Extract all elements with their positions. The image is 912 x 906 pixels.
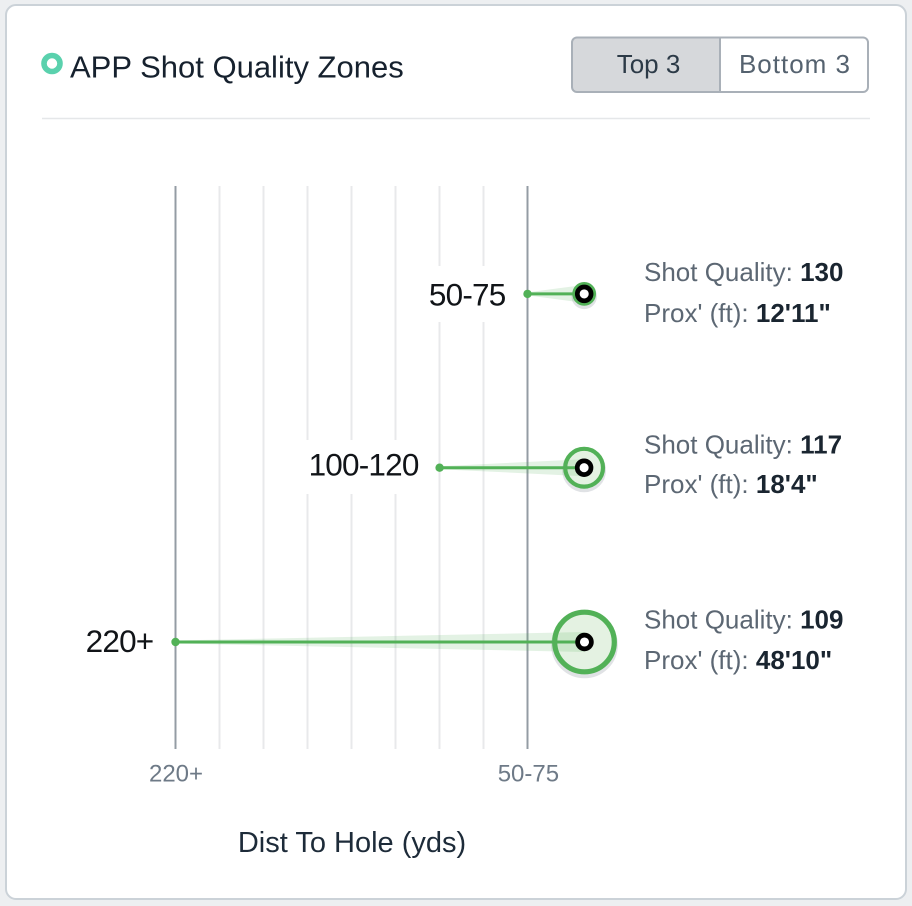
svg-text:APP Shot Quality Zones: APP Shot Quality Zones [70, 50, 404, 85]
svg-text:220+: 220+ [86, 623, 154, 659]
svg-text:Prox' (ft): 18'4": Prox' (ft): 18'4" [644, 469, 818, 499]
svg-text:Shot Quality: 109: Shot Quality: 109 [644, 605, 843, 635]
svg-text:50-75: 50-75 [498, 760, 559, 787]
svg-text:Shot Quality: 117: Shot Quality: 117 [644, 429, 842, 459]
svg-text:Dist To Hole (yds): Dist To Hole (yds) [238, 827, 466, 859]
svg-text:Top 3: Top 3 [617, 49, 681, 79]
svg-text:Bottom 3: Bottom 3 [739, 49, 851, 79]
svg-text:Prox' (ft): 48'10": Prox' (ft): 48'10" [644, 645, 832, 675]
svg-text:100-120: 100-120 [309, 446, 419, 482]
svg-text:50-75: 50-75 [429, 277, 506, 313]
svg-text:Shot Quality: 130: Shot Quality: 130 [644, 257, 843, 287]
svg-text:Prox' (ft): 12'11": Prox' (ft): 12'11" [644, 298, 831, 328]
svg-text:220+: 220+ [149, 760, 203, 787]
